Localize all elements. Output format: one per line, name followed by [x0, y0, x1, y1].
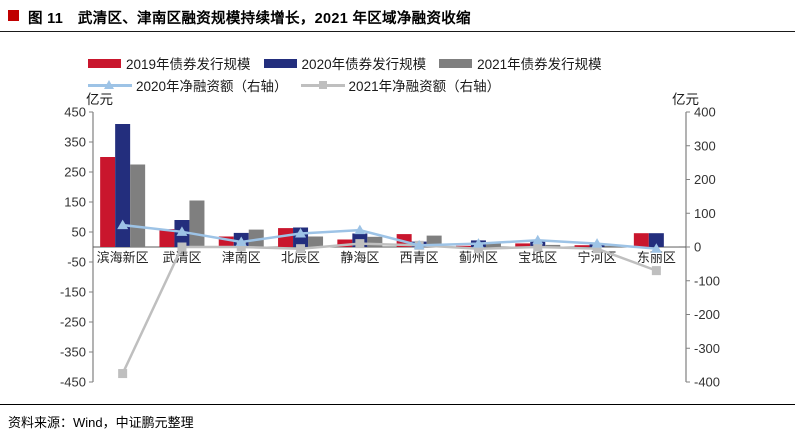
- svg-text:50: 50: [72, 225, 86, 240]
- svg-text:100: 100: [694, 206, 716, 221]
- legend-item-2020-issuance: 2020年债券发行规模: [263, 53, 427, 73]
- legend-swatch-2021-bar: [439, 58, 473, 68]
- right-axis-unit-label: 亿元: [672, 92, 699, 107]
- svg-text:静海区: 静海区: [340, 250, 379, 265]
- svg-text:津南区: 津南区: [222, 250, 261, 265]
- figure-title-bar: 图 11 武清区、津南区融资规模持续增长，2021 年区域净融资收缩: [8, 7, 471, 28]
- legend-label: 2020年净融资额（右轴）: [136, 79, 288, 94]
- svg-text:300: 300: [694, 138, 716, 153]
- legend-item-2021-issuance: 2021年债券发行规模: [439, 53, 602, 73]
- legend-item-2019-issuance: 2019年债券发行规模: [88, 53, 251, 73]
- svg-text:-150: -150: [60, 285, 86, 300]
- svg-text:蓟州区: 蓟州区: [459, 250, 498, 265]
- title-divider: [0, 31, 795, 32]
- left-axis-unit-label: 亿元: [86, 92, 113, 107]
- svg-text:250: 250: [64, 165, 86, 180]
- red-square-bullet: [8, 10, 19, 21]
- source-text: 资料来源：Wind，中证鹏元整理: [8, 415, 194, 430]
- figure-title: 图 11 武清区、津南区融资规模持续增长，2021 年区域净融资收缩: [28, 11, 471, 27]
- svg-text:450: 450: [64, 105, 86, 120]
- legend-swatch-2021-line: [300, 79, 345, 91]
- svg-text:宁河区: 宁河区: [578, 250, 617, 265]
- square-marker-icon: [318, 81, 327, 89]
- chart-legend: 2019年债券发行规模 2020年债券发行规模 2021年债券发行规模 2020…: [88, 54, 615, 98]
- svg-text:150: 150: [64, 195, 86, 210]
- svg-text:-100: -100: [694, 273, 720, 288]
- source-note: 资料来源：Wind，中证鹏元整理: [0, 404, 795, 431]
- svg-text:武清区: 武清区: [162, 250, 201, 265]
- legend-row-bars: 2019年债券发行规模 2020年债券发行规模 2021年债券发行规模: [88, 54, 615, 72]
- legend-swatch-2020-line: [88, 79, 132, 91]
- legend-label: 2020年债券发行规模: [301, 57, 427, 72]
- legend-label: 2021年净融资额（右轴）: [348, 79, 501, 94]
- svg-text:北辰区: 北辰区: [281, 250, 320, 265]
- svg-text:400: 400: [694, 105, 716, 120]
- svg-text:350: 350: [64, 135, 86, 150]
- svg-text:滨海新区: 滨海新区: [97, 250, 149, 265]
- svg-text:-50: -50: [67, 255, 86, 270]
- legend-swatch-2019-bar: [88, 58, 121, 68]
- triangle-marker-icon: [104, 80, 114, 89]
- svg-text:-400: -400: [694, 375, 720, 390]
- legend-swatch-2020-bar: [263, 58, 297, 68]
- svg-text:-450: -450: [60, 375, 86, 390]
- svg-text:-200: -200: [694, 307, 720, 322]
- svg-text:宝坻区: 宝坻区: [518, 250, 557, 265]
- svg-text:-300: -300: [694, 341, 720, 356]
- svg-text:-350: -350: [60, 345, 86, 360]
- svg-text:200: 200: [694, 172, 716, 187]
- svg-text:西青区: 西青区: [400, 250, 439, 265]
- legend-label: 2021年债券发行规模: [477, 57, 602, 72]
- legend-label: 2019年债券发行规模: [126, 57, 251, 72]
- legend-item-2021-net: 2021年净融资额（右轴）: [300, 75, 501, 95]
- legend-row-lines: 2020年净融资额（右轴） 2021年净融资额（右轴）: [88, 76, 615, 94]
- svg-text:0: 0: [694, 240, 701, 255]
- svg-text:东丽区: 东丽区: [637, 250, 676, 265]
- legend-item-2020-net: 2020年净融资额（右轴）: [88, 75, 288, 95]
- svg-text:-250: -250: [60, 315, 86, 330]
